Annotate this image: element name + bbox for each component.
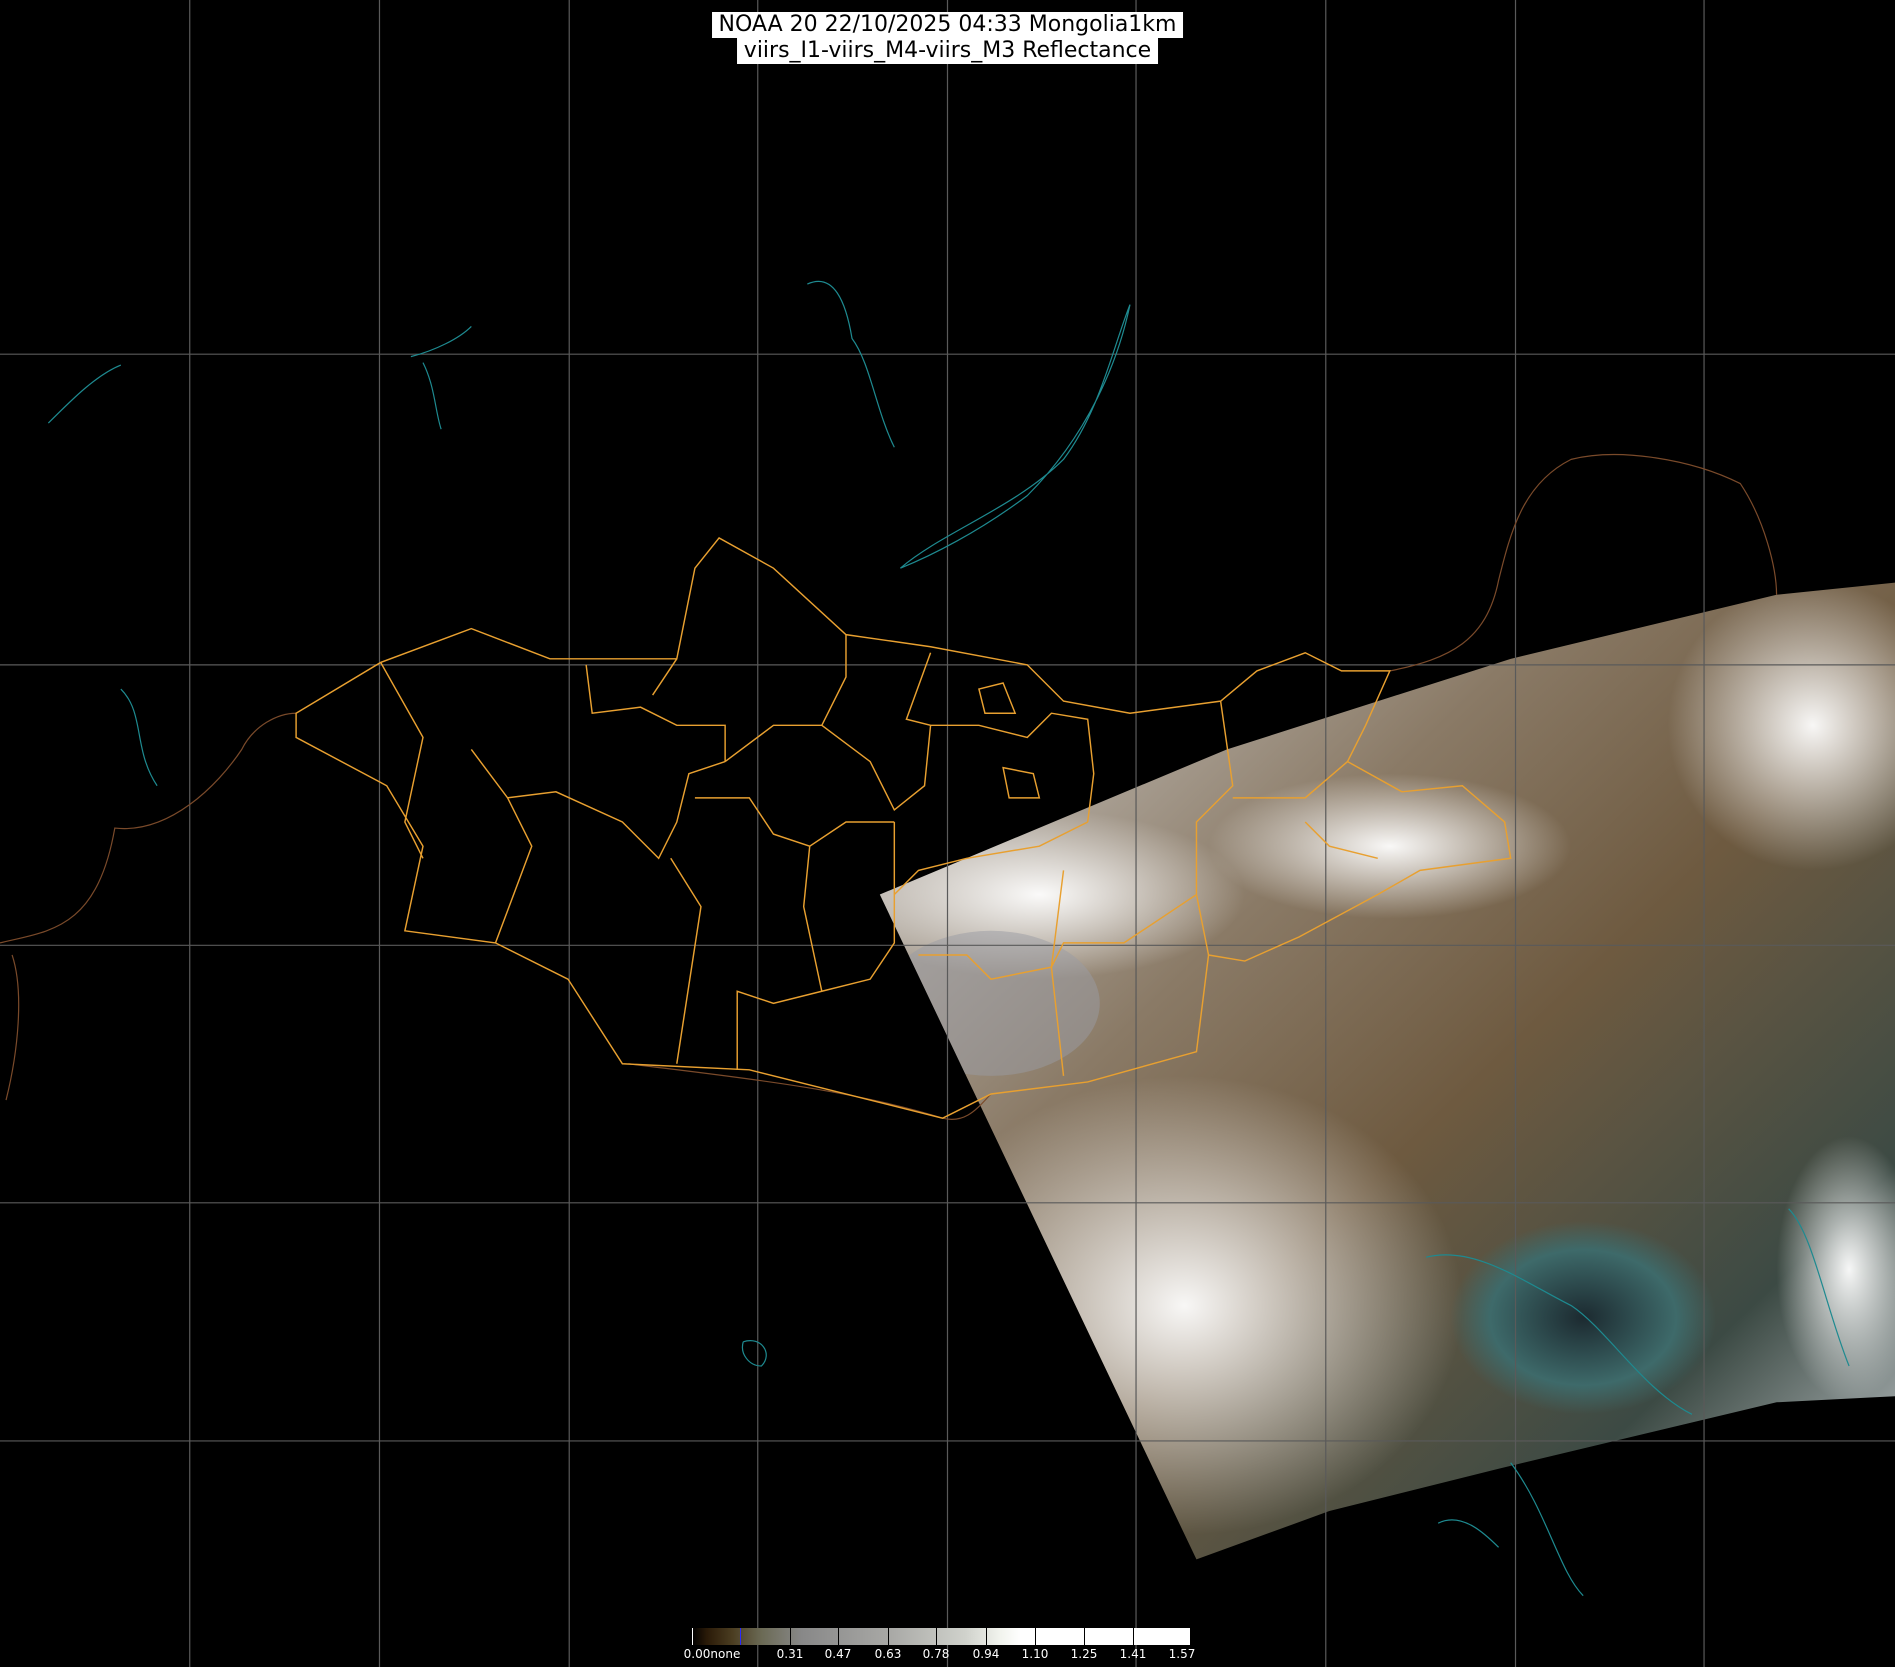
colorbar-tick: [1189, 1628, 1190, 1645]
colorbar-gradient: [692, 1628, 1190, 1645]
colorbar-label: 0.78: [922, 1647, 950, 1661]
colorbar-label: 0.00none: [683, 1647, 741, 1661]
colorbar-tick: [1035, 1628, 1036, 1645]
colorbar-label: 0.94: [972, 1647, 1000, 1661]
satellite-swath: [879, 582, 1895, 1560]
colorbar-tick: [1084, 1628, 1085, 1645]
title-satellite-datetime-region: NOAA 20 22/10/2025 04:33 Mongolia1km: [711, 12, 1184, 38]
coastlines-lakes: [47, 281, 1850, 1597]
colorbar-label: 0.47: [824, 1647, 852, 1661]
colorbar-label: 1.10: [1021, 1647, 1049, 1661]
colorbar-label: 0.63: [874, 1647, 902, 1661]
colorbar-tick: [936, 1628, 937, 1645]
country-borders: [0, 454, 1778, 1120]
colorbar-tick: [740, 1628, 741, 1645]
colorbar-tick: [692, 1628, 693, 1645]
colorbar-tick: [986, 1628, 987, 1645]
colorbar-tick: [790, 1628, 791, 1645]
colorbar-tick: [838, 1628, 839, 1645]
admin-borders-mongolia: [295, 537, 1512, 1119]
colorbar-label: 1.57: [1168, 1647, 1196, 1661]
image-title: NOAA 20 22/10/2025 04:33 Mongolia1km vii…: [711, 12, 1184, 64]
title-product-bands: viirs_I1-viirs_M4-viirs_M3 Reflectance: [736, 38, 1159, 64]
colorbar-tick: [1133, 1628, 1134, 1645]
colorbar-legend: 0.00none 0.31 0.47 0.63 0.78 0.94 1.10 1…: [683, 1624, 1206, 1664]
colorbar-label: 1.41: [1119, 1647, 1147, 1661]
colorbar-tick: [888, 1628, 889, 1645]
colorbar-label: 0.31: [776, 1647, 804, 1661]
colorbar-label: 1.25: [1070, 1647, 1098, 1661]
